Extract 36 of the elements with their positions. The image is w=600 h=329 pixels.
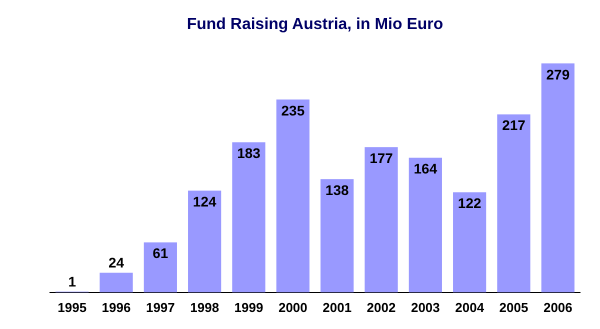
data-label: 61 [152, 245, 168, 262]
x-tick-label: 2006 [543, 300, 572, 315]
x-tick-label: 1996 [102, 300, 131, 315]
data-label: 122 [458, 195, 482, 212]
bar [188, 190, 222, 292]
x-tick-label: 2002 [366, 300, 396, 315]
bar [276, 100, 310, 292]
data-label: 1 [68, 273, 76, 290]
bar [232, 142, 266, 292]
x-tick-label: 1998 [190, 300, 220, 315]
data-label: 235 [281, 102, 305, 118]
bar [453, 192, 486, 292]
x-tick-label: 2001 [322, 300, 352, 315]
bar [541, 63, 574, 292]
bar [364, 147, 398, 292]
data-label: 217 [502, 117, 526, 134]
bar [100, 272, 133, 292]
data-label: 279 [546, 66, 570, 82]
chart-title: Fund Raising Austria, in Mio Euro [186, 16, 444, 34]
x-tick-label: 2005 [499, 300, 528, 315]
x-tick-label: 2000 [278, 300, 308, 315]
data-label: 164 [414, 160, 438, 177]
x-tick-label: 1995 [58, 300, 87, 315]
bar [320, 179, 354, 292]
data-label: 177 [370, 150, 394, 166]
data-label: 24 [108, 254, 124, 271]
x-tick-label: 2004 [455, 300, 485, 315]
x-tick-label: 2003 [410, 300, 440, 315]
data-label: 183 [237, 145, 261, 162]
bar [497, 114, 530, 292]
data-label: 138 [325, 182, 349, 198]
data-label: 124 [192, 193, 216, 210]
bar [144, 242, 177, 292]
x-tick-label: 1999 [234, 300, 264, 315]
x-tick-label: 1997 [146, 300, 175, 315]
bar [408, 158, 442, 292]
